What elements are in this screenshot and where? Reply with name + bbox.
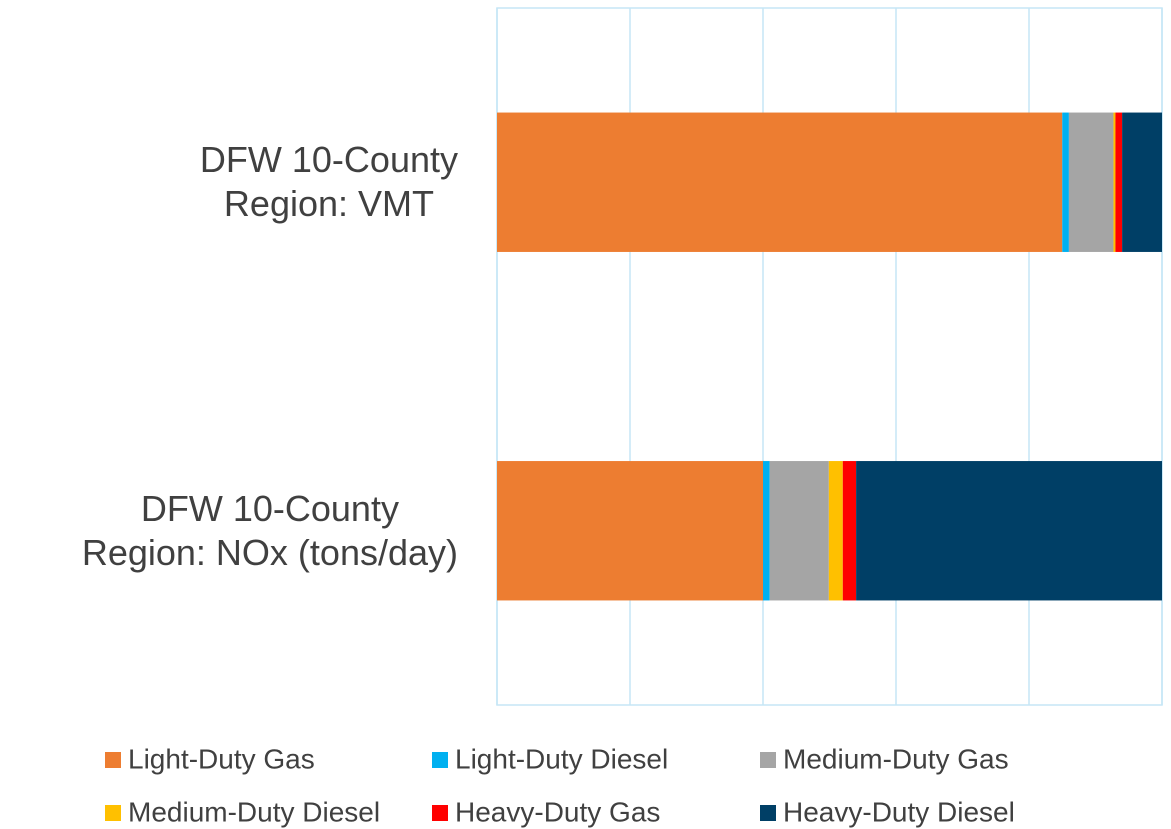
bar-segment (1115, 112, 1123, 252)
y-tick-label: DFW 10-County Region: VMT (199, 139, 458, 225)
bar-segment (1062, 112, 1069, 252)
bar-segment (828, 461, 843, 601)
legend-swatch (760, 805, 776, 821)
legend-label: Heavy-Duty Gas (455, 796, 660, 827)
bar-segment (842, 461, 857, 601)
bar-segment (1068, 112, 1114, 252)
legend-swatch (105, 752, 121, 768)
legend-label: Light-Duty Diesel (455, 743, 668, 774)
legend-label: Light-Duty Gas (128, 743, 315, 774)
bar-segment (856, 461, 1162, 601)
legend-label: Medium-Duty Gas (783, 743, 1009, 774)
bar-segment (763, 461, 770, 601)
bar-segment (1113, 112, 1116, 252)
y-tick-label: DFW 10-County Region: NOx (tons/day) (81, 487, 458, 573)
bar-segment (1122, 112, 1162, 252)
legend-swatch (760, 752, 776, 768)
bar-segment (497, 112, 1063, 252)
bar-segment (497, 461, 763, 601)
legend-label: Heavy-Duty Diesel (783, 796, 1015, 827)
legend-swatch (105, 805, 121, 821)
legend-label: Medium-Duty Diesel (128, 796, 380, 827)
legend-swatch (432, 805, 448, 821)
legend-swatch (432, 752, 448, 768)
bar-segment (769, 461, 829, 601)
